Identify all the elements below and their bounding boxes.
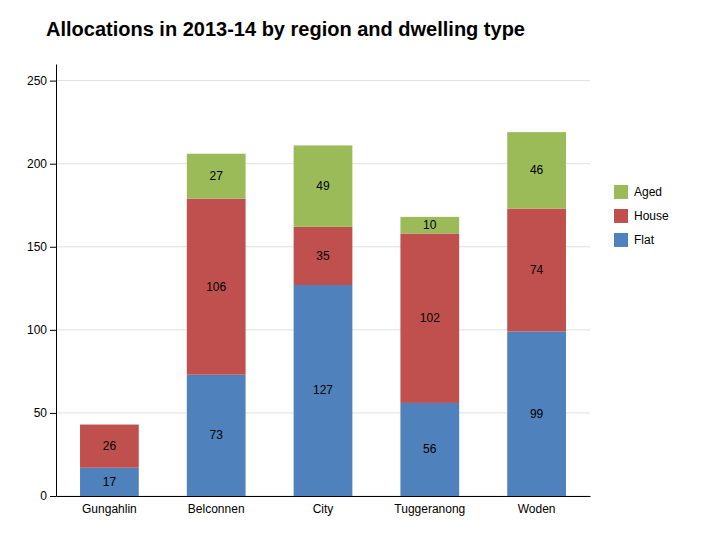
data-label: 127: [313, 383, 333, 397]
legend-item: Flat: [614, 233, 655, 247]
bar: [187, 199, 246, 375]
grid: [56, 81, 590, 496]
title: Allocations in 2013-14 by region and dwe…: [46, 18, 525, 40]
data-label: 74: [530, 263, 544, 277]
data-labels: 17 73 127 56 99 26 106 35 102 74 27 49 10 46: [103, 163, 544, 489]
tick-mark: [50, 164, 56, 165]
legend-swatch: [614, 233, 628, 247]
legend-label: House: [634, 209, 669, 223]
bar: [400, 403, 459, 496]
tick-mark: [50, 330, 56, 331]
axis-line: [56, 65, 57, 497]
bar: [507, 209, 566, 332]
data-label: 106: [206, 280, 226, 294]
tick-mark: [50, 81, 56, 82]
data-label: 46: [530, 163, 544, 177]
bars: [80, 132, 566, 496]
bar: [294, 285, 353, 496]
bar: [294, 227, 353, 285]
tick-label: 100: [27, 323, 47, 337]
legend: Aged House Flat: [614, 185, 669, 247]
tick: 150: [27, 240, 56, 254]
data-label: 17: [103, 475, 117, 489]
legend-label: Flat: [634, 233, 655, 247]
chart: 17 73 127 56 99 26 106 35 102 74 27 49 10 46 0 50 100 150…: [0, 0, 720, 540]
data-label: 27: [210, 169, 224, 183]
bar: [80, 424, 139, 425]
tick: 0: [40, 489, 56, 503]
grid-line: [56, 80, 590, 81]
tick-label: 200: [27, 157, 47, 171]
tick-mark: [50, 247, 56, 248]
data-label: 56: [423, 442, 437, 456]
legend-item: Aged: [614, 185, 662, 199]
tick: Gungahlin: [82, 496, 137, 516]
data-label: 49: [316, 179, 330, 193]
legend-item: House: [614, 209, 669, 223]
series: [187, 132, 566, 233]
data-label: 99: [530, 407, 544, 421]
tick: Tuggeranong: [394, 496, 465, 516]
bar: [400, 217, 459, 234]
bar: [187, 154, 246, 199]
legend-swatch: [614, 185, 628, 199]
bar: [294, 145, 353, 226]
tick: 200: [27, 157, 56, 171]
bar: [400, 233, 459, 402]
tick-label: 150: [27, 240, 47, 254]
tick-label: 50: [34, 406, 48, 420]
bar: [507, 132, 566, 208]
tick-label: 0: [40, 489, 47, 503]
legend-swatch: [614, 209, 628, 223]
data-label: 35: [316, 249, 330, 263]
data-label: 73: [210, 428, 224, 442]
data-label: 10: [423, 218, 437, 232]
series: [80, 199, 566, 468]
tick-mark: [50, 496, 56, 497]
bar: [80, 425, 139, 468]
tick: Belconnen: [188, 496, 245, 516]
tick-label: Woden: [518, 502, 556, 516]
tick: 250: [27, 74, 56, 88]
series: [80, 285, 566, 496]
axis-line: [57, 496, 591, 497]
tick-label: Belconnen: [188, 502, 245, 516]
tick-label: Gungahlin: [82, 502, 137, 516]
data-label: 102: [420, 311, 440, 325]
legend-label: Aged: [634, 185, 662, 199]
tick: 50: [34, 406, 56, 420]
tick: 100: [27, 323, 56, 337]
y-axis: 0 50 100 150 200 250: [27, 65, 57, 504]
plot: 17 73 127 56 99 26 106 35 102 74 27 49 10 46 0 50 100 150…: [27, 65, 591, 516]
tick: Woden: [518, 496, 556, 516]
data-label: 26: [103, 439, 117, 453]
tick-mark: [50, 413, 56, 414]
tick-label: City: [313, 502, 334, 516]
tick-label: Tuggeranong: [394, 502, 465, 516]
tick: City: [313, 496, 334, 516]
x-axis: Gungahlin Belconnen City Tuggeranong Woden: [57, 496, 591, 516]
tick-label: 250: [27, 74, 47, 88]
bar: [80, 468, 139, 496]
bar: [187, 375, 246, 496]
bar: [507, 332, 566, 496]
